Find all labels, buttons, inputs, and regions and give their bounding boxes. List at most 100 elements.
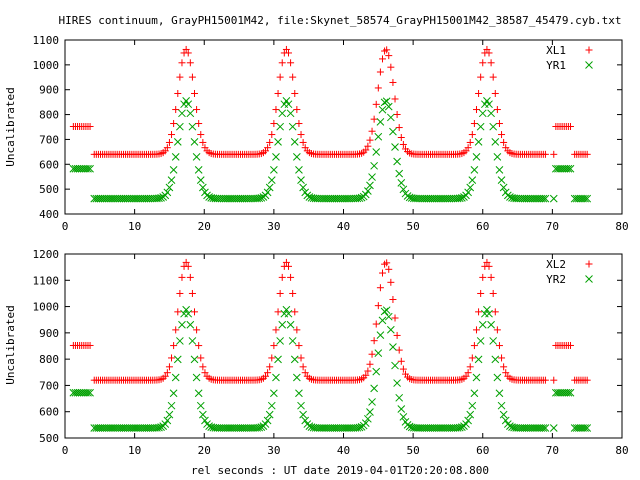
x-tick-label: 80 [615,444,628,457]
x-axis-label: rel seconds : UT date 2019-04-01T20:20:0… [191,464,489,477]
data-point [184,49,192,57]
legend-label: YR2 [546,273,566,286]
data-point [374,302,382,310]
data-point [196,401,205,410]
data-point [550,150,558,158]
data-point [272,326,280,334]
data-point [370,161,378,170]
data-point [470,166,479,174]
data-point [288,337,297,345]
data-point [170,342,178,350]
data-point [391,95,399,103]
y-tick-label: 600 [39,158,59,171]
data-point [397,357,405,365]
data-point [479,59,487,67]
data-point [168,354,176,362]
data-point [541,376,549,384]
data-point [289,73,297,81]
data-point [378,269,386,277]
data-point [276,337,284,345]
data-point [391,143,399,151]
data-point [541,194,550,203]
data-point [483,258,491,266]
data-point [282,305,291,314]
data-point [267,401,276,410]
data-point [297,176,305,185]
data-point [549,424,558,432]
data-point [368,398,376,406]
y-tick-label: 1100 [33,34,60,47]
data-point [395,169,404,178]
data-point [466,138,474,146]
data-point [182,305,191,314]
data-point [493,373,502,382]
data-point [384,102,393,111]
data-point [487,320,495,329]
data-point [186,109,195,118]
data-point [257,194,266,202]
data-point [182,258,190,266]
data-point [297,354,305,362]
data-point [178,320,186,329]
data-point [167,401,176,410]
data-point [495,389,504,398]
data-point [263,188,272,197]
legend-label: XL1 [546,44,566,57]
data-point [194,166,203,174]
data-point [378,316,387,325]
data-point [485,309,493,318]
data-point [282,45,290,53]
data-point [165,138,173,146]
data-point [364,367,372,375]
legend-marker [585,260,593,268]
data-point [376,284,384,292]
data-point [182,45,190,53]
data-point [458,423,466,431]
data-point [165,183,174,192]
x-tick-label: 60 [476,220,489,233]
data-point [205,422,213,430]
y-tick-label: 500 [39,432,59,445]
data-point [193,326,201,334]
data-point [191,308,199,316]
data-point [583,194,592,203]
data-point [472,373,481,382]
data-point [290,138,299,146]
data-point [485,262,493,270]
data-point [468,354,476,362]
data-point [286,109,295,118]
data-point [201,416,209,425]
data-point [472,326,480,334]
data-point [476,122,485,131]
x-tick-label: 10 [128,444,141,457]
data-point [541,424,550,432]
data-point [299,363,307,371]
x-tick-label: 10 [128,220,141,233]
x-tick-label: 0 [62,444,69,457]
data-point [550,376,558,384]
data-point [489,289,497,297]
data-point [506,422,514,430]
data-point [293,326,301,334]
data-point [295,342,303,350]
data-point [464,369,472,377]
data-point [466,410,475,419]
data-point [255,194,264,203]
data-point [288,122,297,131]
data-point [466,183,475,192]
data-point [497,176,506,185]
data-point [385,265,393,273]
series-YR1 [69,97,592,203]
data-point [86,388,94,397]
data-point [397,179,406,187]
data-point [170,120,178,128]
data-point [483,45,491,53]
data-point [176,337,184,345]
data-point [84,164,92,173]
y-tick-label: 400 [39,208,59,221]
data-point [405,422,414,431]
plot-frame [64,39,623,215]
data-point [174,89,182,97]
plot-frame [64,253,623,439]
data-point [195,342,203,350]
